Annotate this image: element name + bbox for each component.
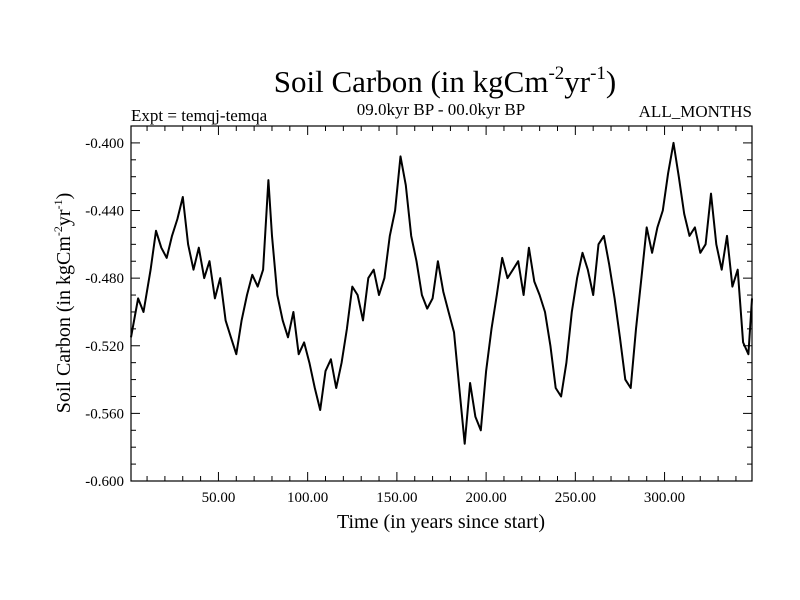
y-tick-label: -0.600 xyxy=(85,474,124,490)
subtitle-experiment: Expt = temqj-temqa xyxy=(131,106,268,125)
y-tick-label: -0.440 xyxy=(85,204,124,220)
y-tick-label: -0.400 xyxy=(85,136,124,152)
x-tick-label: 50.00 xyxy=(202,490,236,506)
y-tick-label: -0.480 xyxy=(85,271,124,287)
subtitle-months: ALL_MONTHS xyxy=(639,102,752,121)
x-tick-label: 250.00 xyxy=(555,490,596,506)
y-tick-label: -0.560 xyxy=(85,406,124,422)
y-tick-label: -0.520 xyxy=(85,339,124,355)
x-tick-label: 300.00 xyxy=(644,490,685,506)
subtitle-period: 09.0kyr BP - 00.0kyr BP xyxy=(357,100,525,119)
x-tick-label: 100.00 xyxy=(287,490,328,506)
x-tick-label: 200.00 xyxy=(465,490,506,506)
x-tick-label: 150.00 xyxy=(376,490,417,506)
chart-title: Soil Carbon (in kgCm-2yr-1) xyxy=(274,63,617,99)
y-axis-title: Soil Carbon (in kgCm-2yr-1) xyxy=(51,193,75,414)
x-axis-title: Time (in years since start) xyxy=(337,511,545,533)
axis-ticks xyxy=(131,125,752,482)
y-tick-labels: -0.400 -0.440 -0.480 -0.520 -0.560 -0.600 xyxy=(85,136,124,490)
series-line-soil-carbon xyxy=(130,141,753,445)
x-tick-labels: 50.00 100.00 150.00 200.00 250.00 300.00 xyxy=(202,490,686,506)
